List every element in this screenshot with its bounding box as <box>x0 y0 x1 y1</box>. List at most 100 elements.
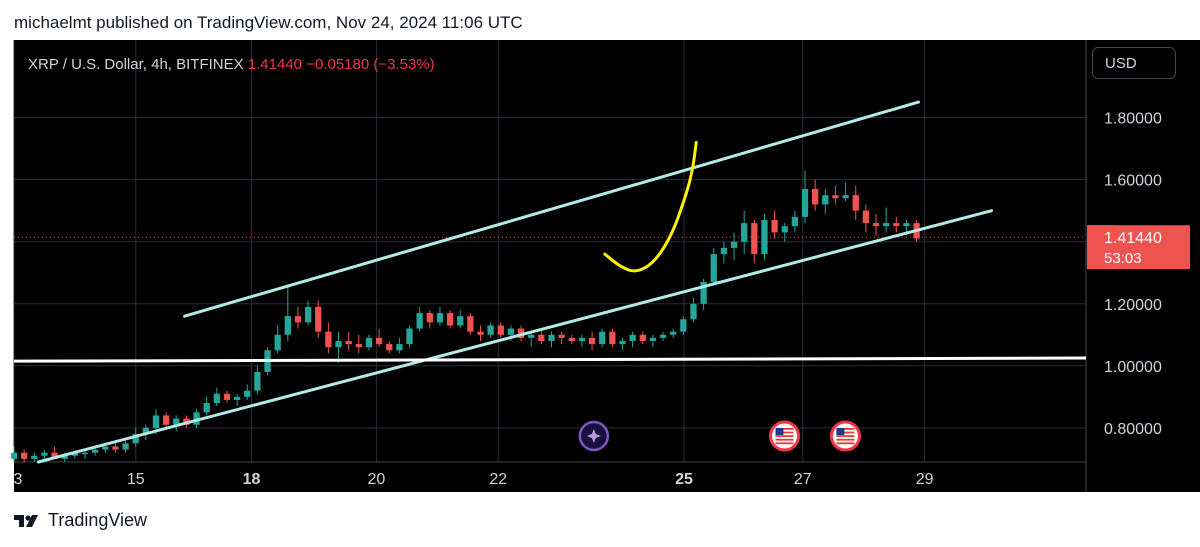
candle-body <box>386 344 393 351</box>
candle-body <box>842 195 849 199</box>
chart-area[interactable]: 0.800001.000001.200001.400001.600001.800… <box>10 40 1200 492</box>
sparkle-glyph <box>586 429 601 443</box>
candle-body <box>751 223 758 255</box>
candle-body <box>112 446 119 450</box>
candle-body <box>649 337 657 341</box>
flag-stripe <box>775 438 794 441</box>
candle-body <box>284 316 291 335</box>
candle-body <box>730 241 738 248</box>
flag-stripe <box>775 431 794 434</box>
candle-body <box>81 452 89 455</box>
candle-body <box>426 313 433 323</box>
time-tick-label: 3 <box>14 471 23 488</box>
candle-body <box>558 334 565 338</box>
candle-body <box>244 390 251 397</box>
candle-body <box>375 337 383 345</box>
candle-body <box>690 303 697 320</box>
price-chart[interactable]: 0.800001.000001.200001.400001.600001.800… <box>10 40 1190 492</box>
candle-body <box>203 403 210 413</box>
support-line <box>13 356 1087 363</box>
projection-sketch <box>603 140 698 273</box>
candle-body <box>761 219 768 255</box>
bar-countdown: 53:03 <box>1104 250 1142 267</box>
candle-body <box>812 188 819 205</box>
candle-body <box>822 195 829 205</box>
time-tick-label: 27 <box>794 471 812 488</box>
candle-body <box>31 455 38 459</box>
legend-change: −0.05180 (−3.53%) <box>306 56 435 73</box>
candle-body <box>396 344 403 351</box>
price-tick-label: 1.60000 <box>1104 173 1162 190</box>
candle-body <box>213 393 220 404</box>
candle-body <box>467 316 474 332</box>
candle-body <box>355 344 362 348</box>
legend-last-price: 1.41440 <box>247 56 303 73</box>
candle-body <box>416 313 423 329</box>
time-tick-label: 22 <box>489 471 507 488</box>
tradingview-watermark: TradingView <box>14 510 147 531</box>
candle-body <box>680 319 687 332</box>
candle-body <box>629 334 636 341</box>
candle-body <box>51 452 58 459</box>
candle-body <box>903 223 910 227</box>
candle-body <box>771 219 778 233</box>
flag-stripe <box>836 431 855 434</box>
candle-body <box>61 455 68 459</box>
candle-body <box>497 325 504 335</box>
candle-body <box>720 247 728 255</box>
flag-stripe <box>836 438 855 441</box>
candle-body <box>446 313 454 326</box>
time-tick-label: 15 <box>127 471 145 488</box>
candle-body <box>91 449 99 453</box>
candle-body <box>304 306 312 323</box>
price-tick-label: 1.00000 <box>1104 359 1162 376</box>
candle-body <box>294 316 302 323</box>
flag-stripe <box>836 428 855 430</box>
candle-body <box>335 340 342 348</box>
candle-body <box>457 316 464 326</box>
candle-body <box>345 340 352 345</box>
candle-body <box>41 452 48 456</box>
candle-body <box>71 452 78 456</box>
price-tick-label: 0.80000 <box>1104 421 1162 438</box>
candle-body <box>193 412 200 425</box>
candle-body <box>791 216 799 227</box>
time-tick-label: 18 <box>243 471 261 488</box>
candle-body <box>599 331 606 345</box>
channel-lower-line <box>36 209 994 464</box>
candle-body <box>893 223 900 227</box>
candle-body <box>670 331 677 335</box>
candle-body <box>801 188 809 217</box>
candle-body <box>781 226 788 233</box>
candle-body <box>588 337 596 345</box>
candle-body <box>619 340 626 345</box>
candle-body <box>20 452 28 459</box>
candle-body <box>883 223 890 227</box>
candle-body <box>477 331 484 335</box>
last-price-badge <box>1088 225 1190 270</box>
candle-body <box>162 415 170 425</box>
candle-body <box>568 337 575 341</box>
channel-upper-line <box>183 100 920 318</box>
time-tick-label: 25 <box>675 471 693 488</box>
candle-body <box>132 434 139 444</box>
candle-body <box>122 443 129 450</box>
last-price-value: 1.41440 <box>1104 230 1162 247</box>
candle-body <box>152 415 160 428</box>
candle-body <box>315 306 322 332</box>
flag-stripe <box>775 428 794 430</box>
candle-body <box>274 334 281 351</box>
candle-body <box>223 393 231 400</box>
flag-stripe <box>836 442 855 445</box>
candle-body <box>10 452 18 459</box>
candle-body <box>538 334 545 341</box>
candle-body <box>700 282 707 304</box>
candle-body <box>832 195 839 199</box>
candle-body <box>872 223 880 227</box>
footer-brand: TradingView <box>48 510 148 530</box>
currency-button[interactable]: USD <box>1092 47 1176 79</box>
flag-canton <box>775 428 784 435</box>
candle-body <box>365 337 373 348</box>
candle-body <box>741 223 748 242</box>
candle-body <box>548 334 555 341</box>
